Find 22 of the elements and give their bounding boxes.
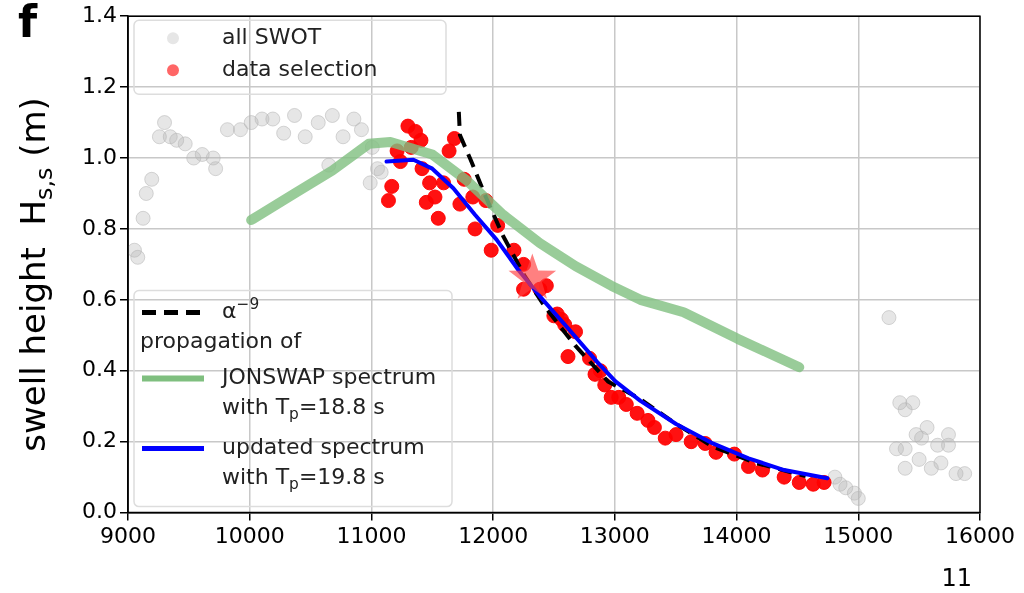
y-tick-label: 0.0: [82, 498, 117, 524]
y-tick-label: 1.0: [82, 143, 117, 169]
y-tick-label: 0.6: [82, 285, 117, 311]
text: 11: [941, 564, 972, 593]
y-tick-label: 0.4: [82, 356, 117, 382]
y-tick-label: 1.2: [82, 72, 117, 98]
x-tick-label: 15000: [823, 522, 894, 548]
y-tick-label: 0.2: [82, 427, 117, 453]
y-axis-title: swell height Hs,s (m): [12, 97, 59, 452]
x-tick-label: 16000: [945, 522, 1015, 548]
x-tick-label: 9000: [100, 522, 156, 548]
legend-label: all SWOT: [222, 23, 322, 49]
x-tick-label: 14000: [701, 522, 772, 548]
y-tick-label: 1.4: [82, 1, 117, 27]
x-tick-label: 11000: [336, 522, 407, 548]
y-tick-label: 0.8: [82, 214, 117, 240]
legend-title: propagation of: [140, 328, 303, 354]
text: f: [18, 0, 38, 48]
x-tick-label: 12000: [458, 522, 529, 548]
x-tick-label: 10000: [214, 522, 285, 548]
legend-label: data selection: [222, 55, 378, 81]
x-tick-label: 13000: [579, 522, 650, 548]
